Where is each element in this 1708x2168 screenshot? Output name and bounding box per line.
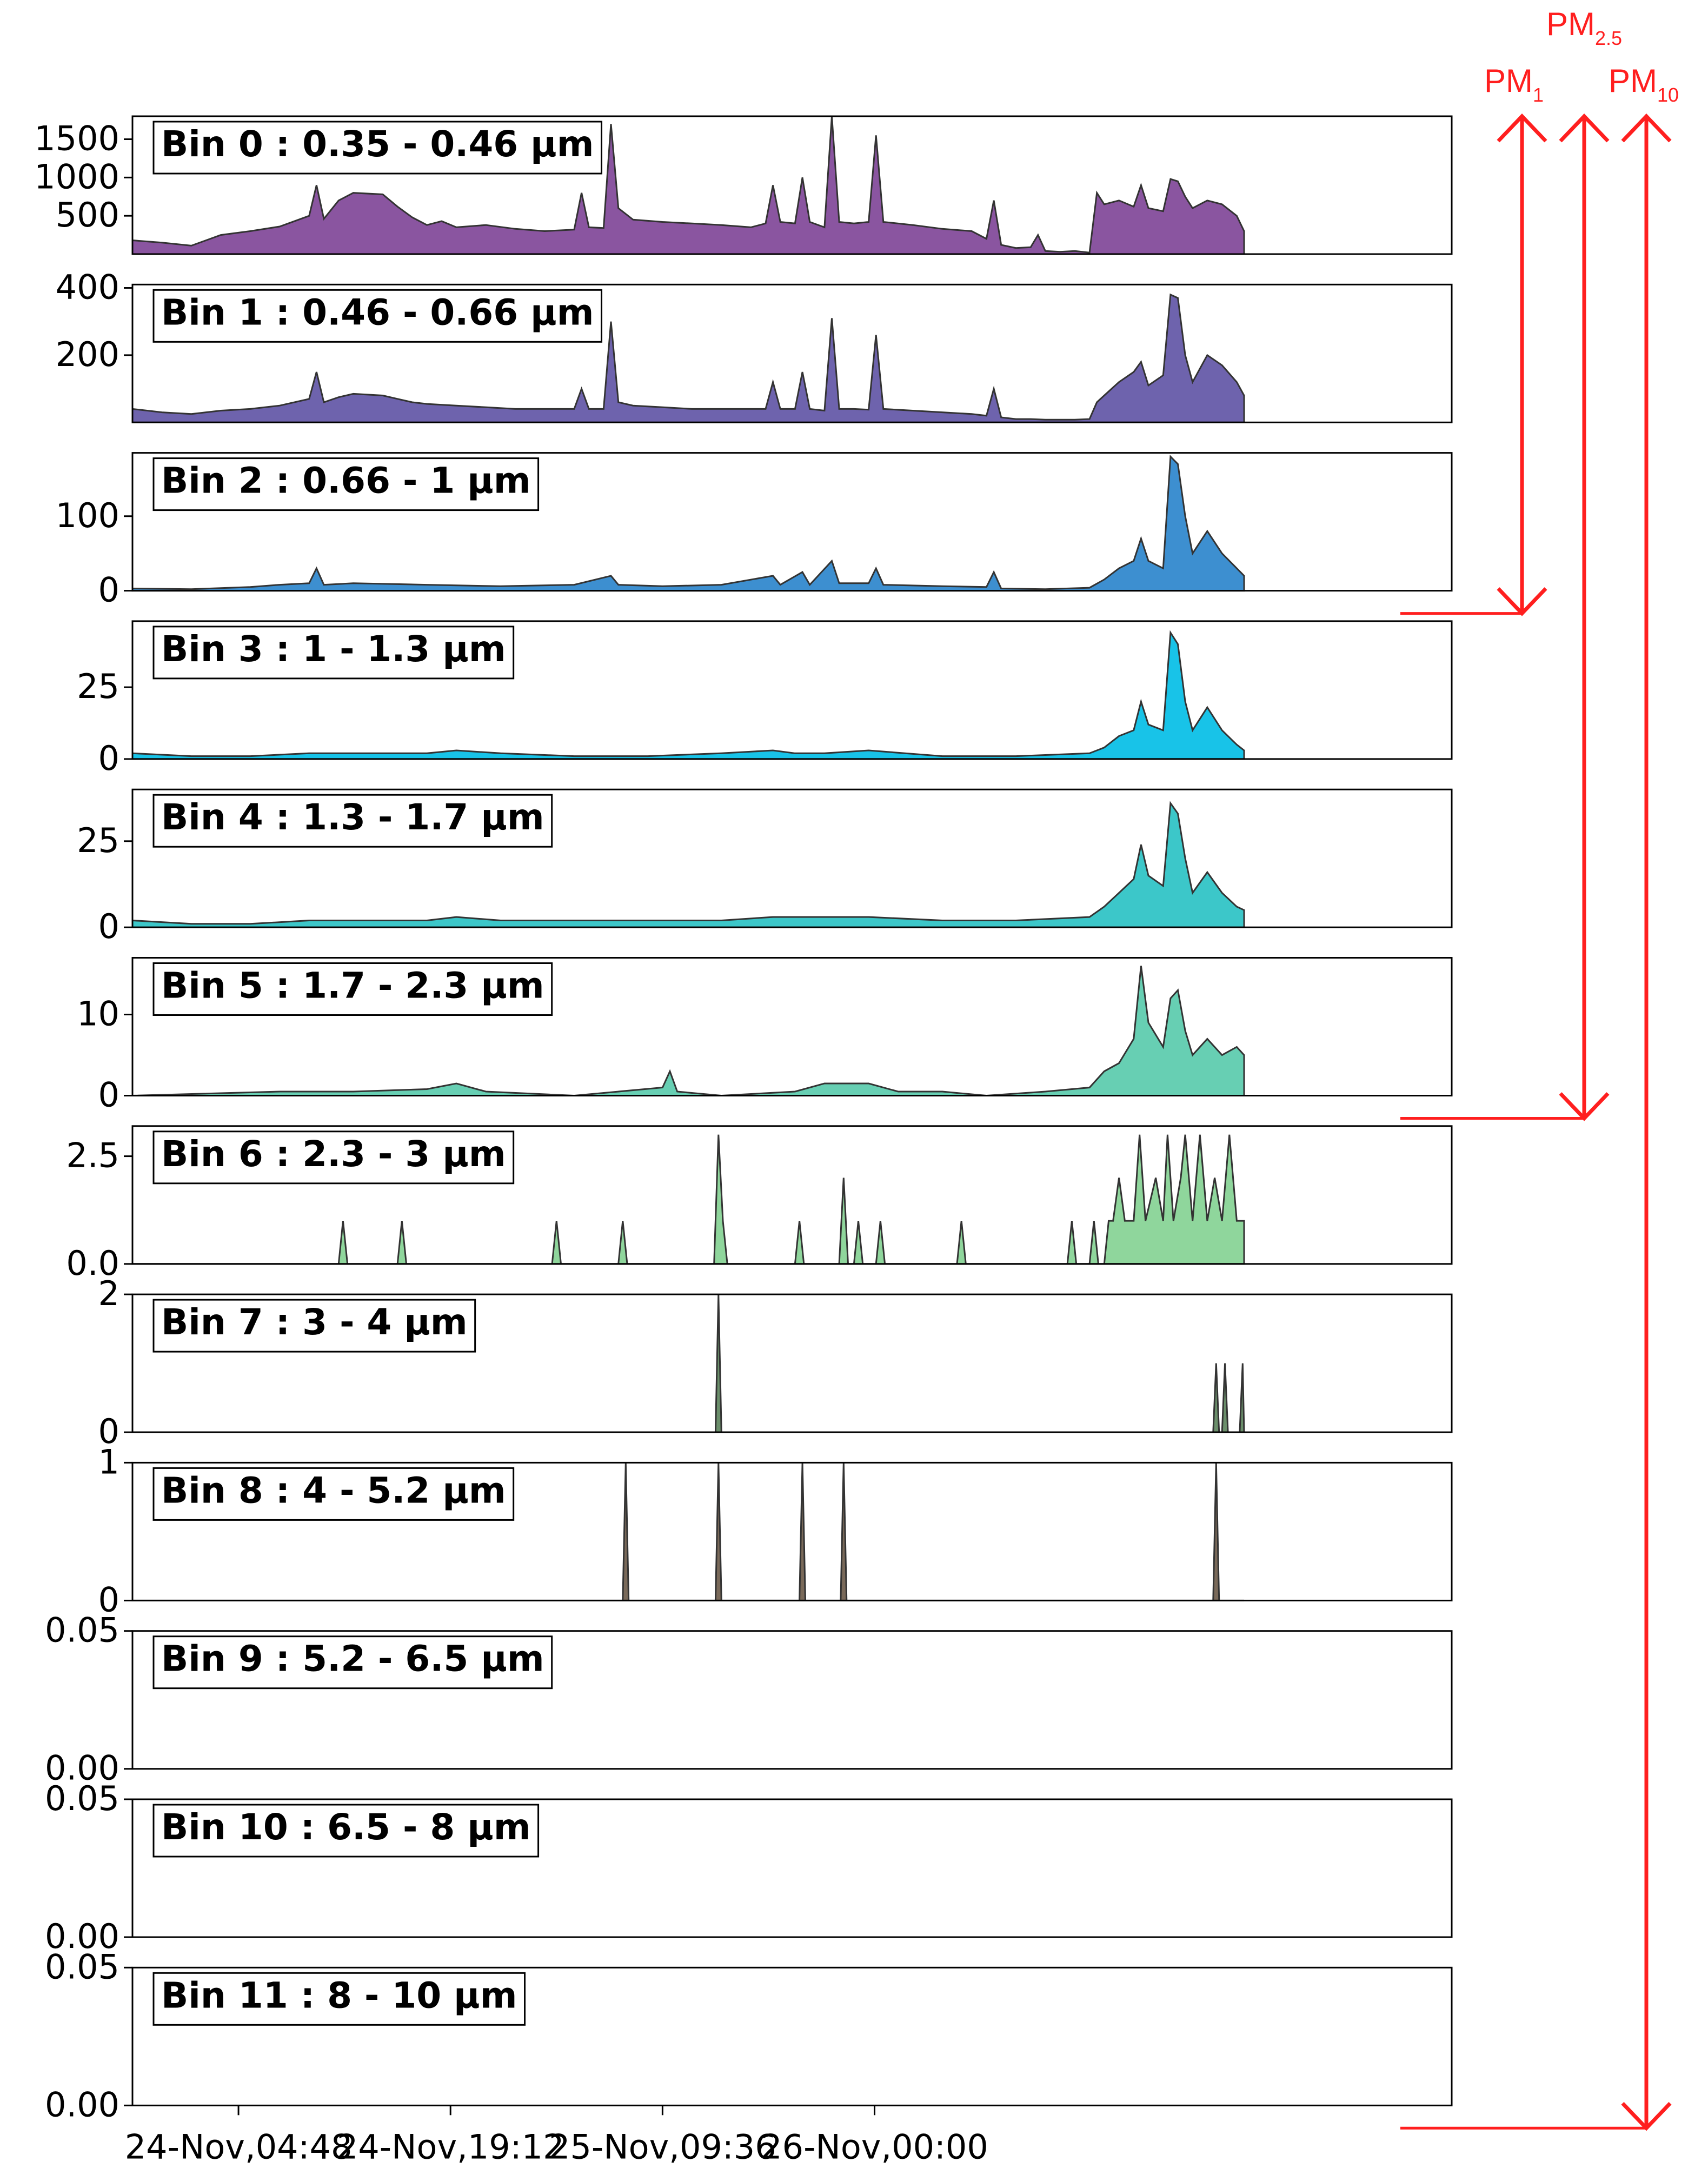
panel-frame	[131, 452, 1453, 592]
bin-area-series	[131, 293, 1245, 423]
y-tick-label: 100	[56, 496, 119, 535]
pm-arrow-group: PM2.5	[1400, 6, 1622, 1121]
bin-label: Bin 9 : 5.2 - 6.5 µm	[161, 1638, 544, 1680]
y-tick-label: 10	[77, 994, 119, 1034]
bin-label: Bin 3 : 1 - 1.3 µm	[161, 628, 506, 670]
panel-frame	[131, 788, 1453, 928]
y-tick-label: 0.0	[66, 1243, 119, 1283]
bin-label-box	[152, 1130, 515, 1185]
bin-panel: 200 400 Bin 1 : 0.46 - 0.66 µm	[56, 268, 1453, 423]
pm-arrow-group: PM10	[1400, 63, 1679, 2131]
x-tick-label: 24-Nov,04:48	[125, 2127, 353, 2166]
bin-area-series	[132, 966, 1245, 1097]
y-tick-label: 25	[77, 821, 119, 860]
bin-panel: 0.0 2.5 Bin 6 : 2.3 - 3 µm	[66, 1125, 1453, 1283]
bin-panel: 0 2 Bin 7 : 3 - 4 µm	[98, 1274, 1453, 1451]
x-tick-label: 25-Nov,09:36	[549, 2127, 776, 2166]
bin-area-series	[132, 1462, 1244, 1601]
panel-frame	[131, 957, 1453, 1096]
bin-label-box	[152, 626, 515, 680]
bin-panel: 0.00 0.05 Bin 11 : 8 - 10 µm	[45, 1947, 1453, 2124]
y-tick-label: 0.05	[45, 1611, 119, 1650]
bin-label-box	[152, 1635, 553, 1690]
bin-label-box	[152, 1972, 526, 2026]
y-tick-label: 0.05	[45, 1947, 119, 1986]
y-tick-label: 1500	[34, 119, 119, 158]
bin-area-series	[131, 801, 1245, 928]
bin-area-series	[132, 1134, 1245, 1265]
y-tick-label: 400	[56, 268, 119, 307]
bin-label: Bin 1 : 0.46 - 0.66 µm	[161, 291, 594, 333]
y-tick-label: 2	[98, 1274, 119, 1313]
y-tick-label: 25	[77, 667, 119, 706]
bin-label: Bin 11 : 8 - 10 µm	[161, 1974, 517, 2016]
bin-label-box	[152, 457, 540, 511]
bin-label-box	[152, 1467, 515, 1521]
bin-label-box	[152, 1804, 540, 1858]
bin-label: Bin 6 : 2.3 - 3 µm	[161, 1133, 506, 1175]
pm-arrow-group: PM1	[1400, 63, 1547, 616]
pm-arrow-head-top	[1621, 113, 1672, 143]
bin-label: Bin 10 : 6.5 - 8 µm	[161, 1806, 531, 1848]
bin-panel: 0.00 0.05 Bin 9 : 5.2 - 6.5 µm	[45, 1611, 1453, 1788]
y-tick-label: 1000	[34, 157, 119, 196]
y-tick-label: 0.00	[45, 1917, 119, 1956]
bin-label: Bin 4 : 1.3 - 1.7 µm	[161, 796, 544, 838]
bin-label: Bin 7 : 3 - 4 µm	[161, 1301, 468, 1343]
y-tick-label: 0.05	[45, 1779, 119, 1818]
pm-label: PM1	[1484, 63, 1544, 106]
bin-label-box	[152, 289, 603, 343]
pm-label: PM10	[1609, 63, 1679, 106]
bin-label-box	[152, 962, 553, 1016]
y-tick-label: 2.5	[66, 1136, 119, 1175]
y-tick-label: 0	[98, 1580, 119, 1619]
y-tick-label: 0	[98, 570, 119, 610]
panel-frame	[131, 1125, 1453, 1265]
panel-frame	[131, 620, 1453, 760]
y-tick-label: 0.00	[45, 1748, 119, 1788]
bin-area-series	[131, 116, 1245, 255]
x-tick-label: 26-Nov,00:00	[761, 2127, 988, 2166]
y-tick-label: 200	[56, 335, 119, 374]
y-tick-label: 500	[56, 195, 119, 235]
pm-label: PM2.5	[1546, 6, 1622, 49]
panel-frame	[131, 1798, 1453, 1938]
time-axis: 24-Nov,04:4824-Nov,19:1225-Nov,09:3626-N…	[125, 2105, 988, 2166]
x-tick-label: 24-Nov,19:12	[337, 2127, 564, 2166]
bin-label: Bin 8 : 4 - 5.2 µm	[161, 1469, 506, 1511]
pm-arrow-head-top	[1559, 113, 1610, 143]
bin-area-series	[131, 630, 1245, 760]
panel-frame	[131, 1630, 1453, 1770]
bin-panel: 0 100 Bin 2 : 0.66 - 1 µm	[56, 452, 1453, 610]
panel-frame	[131, 1293, 1453, 1433]
y-tick-label: 0	[98, 1075, 119, 1115]
bin-panel: 0.00 0.05 Bin 10 : 6.5 - 8 µm	[45, 1779, 1453, 1956]
panel-frame	[131, 1966, 1453, 2106]
panel-frame	[131, 1461, 1453, 1601]
bin-panel: 0 1 Bin 8 : 4 - 5.2 µm	[98, 1442, 1453, 1619]
bin-panel: 0 25 Bin 4 : 1.3 - 1.7 µm	[77, 788, 1453, 946]
bin-panel: 0 10 Bin 5 : 1.7 - 2.3 µm	[77, 957, 1453, 1115]
panel-frame	[131, 115, 1453, 255]
pm-arrow-head-top	[1497, 113, 1547, 143]
bin-label-box	[152, 121, 603, 175]
y-tick-label: 1	[98, 1442, 119, 1481]
y-tick-label: 0	[98, 739, 119, 778]
bin-panel: 0 25 Bin 3 : 1 - 1.3 µm	[77, 620, 1453, 778]
bin-label-box	[152, 1299, 476, 1353]
bin-label: Bin 5 : 1.7 - 2.3 µm	[161, 965, 544, 1007]
y-tick-label: 0	[98, 907, 119, 946]
bin-label: Bin 0 : 0.35 - 0.46 µm	[161, 123, 594, 165]
y-tick-label: 0.00	[45, 2085, 119, 2124]
bin-label: Bin 2 : 0.66 - 1 µm	[161, 460, 531, 502]
y-tick-label: 0	[98, 1412, 119, 1451]
panel-frame	[131, 283, 1453, 423]
bin-label-box	[152, 794, 553, 848]
bin-area-series	[131, 455, 1245, 592]
